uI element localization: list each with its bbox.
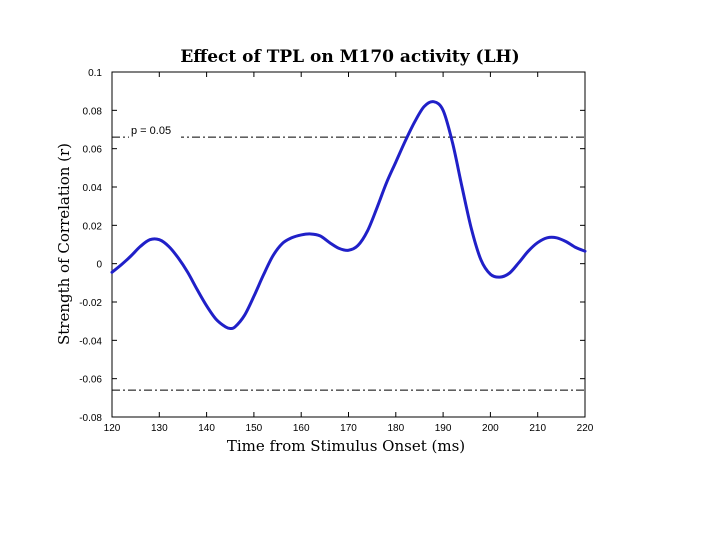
y-tick-label: 0.02 (83, 221, 103, 232)
x-tick-label: 220 (577, 423, 594, 434)
y-tick-label: 0.04 (83, 183, 103, 194)
y-tick-label: 0.1 (88, 68, 102, 79)
upper-threshold-label-bg (129, 125, 181, 139)
x-tick-label: 170 (340, 423, 357, 434)
chart-title: Effect of TPL on M170 activity (LH) (180, 47, 519, 67)
x-tick-label: 200 (482, 423, 499, 434)
x-tick-label: 210 (529, 423, 546, 434)
y-tick-label: 0.06 (83, 145, 103, 156)
x-tick-label: 130 (151, 423, 168, 434)
plot-frame (111, 71, 586, 418)
y-tick-label: -0.08 (79, 413, 102, 424)
y-tick-label: -0.02 (79, 298, 102, 309)
y-tick-label: -0.04 (79, 336, 102, 347)
upper-threshold-label: p = 0.05 (131, 125, 171, 137)
x-tick-label: 140 (198, 423, 215, 434)
y-tick-label: 0 (96, 260, 102, 271)
y-tick-label: 0.08 (83, 106, 103, 117)
axis-ticks: 120 130 140 150 160 170 180 190 200 210 220 0.1 0.08… (79, 68, 594, 434)
x-tick-label: 160 (293, 423, 310, 434)
threshold-lines: p = 0.05 (112, 125, 585, 391)
y-axis-label: Strength of Correlation (r) (55, 143, 73, 345)
y-tick-label: -0.06 (79, 375, 102, 386)
x-tick-label: 180 (387, 423, 404, 434)
x-tick-label: 150 (246, 423, 263, 434)
x-tick-label: 190 (435, 423, 452, 434)
series-line-correlation (110, 100, 587, 331)
x-axis-label: Time from Stimulus Onset (ms) (227, 437, 465, 455)
x-tick-label: 120 (104, 423, 121, 434)
